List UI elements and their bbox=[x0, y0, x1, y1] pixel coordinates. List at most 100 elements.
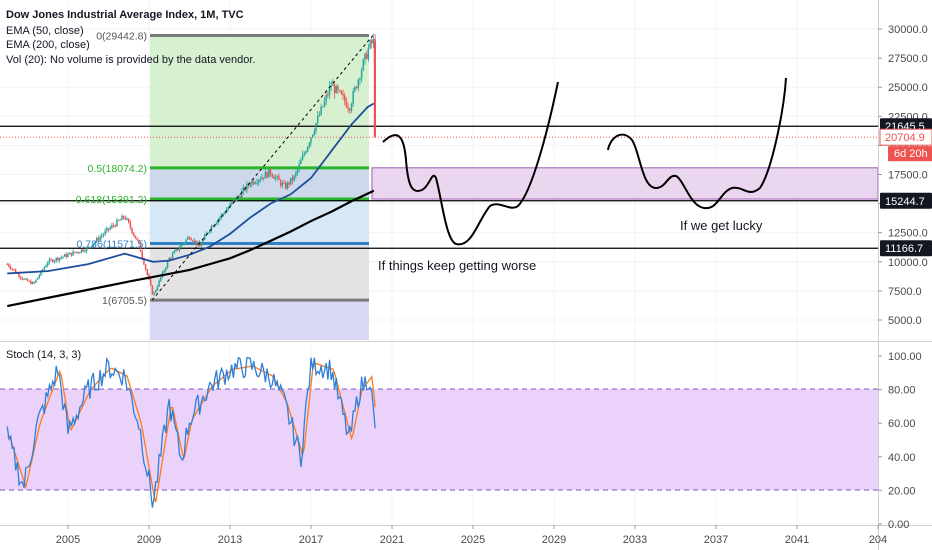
symbol-title[interactable]: Dow Jones Industrial Average Index, 1M, … bbox=[6, 9, 244, 21]
candle-body bbox=[57, 257, 59, 261]
candle-body bbox=[144, 264, 147, 270]
candle-body bbox=[239, 196, 241, 198]
volume-legend[interactable]: Vol (20): No volume is provided by the d… bbox=[6, 54, 255, 66]
candle-body bbox=[8, 264, 10, 267]
ema-50-line bbox=[7, 102, 375, 275]
stoch-band bbox=[0, 389, 878, 490]
candle-body bbox=[357, 79, 359, 89]
candle-body bbox=[33, 282, 35, 284]
time-tick-label: 2033 bbox=[623, 534, 647, 546]
candle-body bbox=[200, 244, 203, 247]
stoch-title[interactable]: Stoch (14, 3, 3) bbox=[6, 349, 81, 361]
time-tick-label: 204 bbox=[869, 534, 887, 546]
candle-body bbox=[350, 104, 353, 111]
candle-body bbox=[175, 249, 177, 252]
candle-body bbox=[141, 251, 143, 259]
candle-body bbox=[210, 226, 213, 231]
candle-body bbox=[354, 86, 356, 92]
candle-body bbox=[293, 175, 295, 181]
candle-body bbox=[290, 177, 292, 185]
price-tick-label: 12500.0 bbox=[888, 228, 928, 240]
candle-body bbox=[271, 174, 273, 177]
candle-body bbox=[9, 266, 12, 269]
candle-body bbox=[116, 219, 118, 227]
candle-body bbox=[87, 246, 89, 248]
candle-body bbox=[276, 176, 278, 178]
worse-annotation: If things keep getting worse bbox=[378, 258, 536, 273]
candle-body bbox=[344, 95, 346, 102]
scenario-band bbox=[371, 167, 879, 200]
candle-body bbox=[288, 182, 290, 185]
candle-body bbox=[365, 53, 368, 59]
candle-body bbox=[298, 163, 300, 170]
candle-body bbox=[180, 244, 182, 248]
candle-body bbox=[325, 94, 327, 101]
candle-body bbox=[249, 184, 251, 186]
candle-body bbox=[257, 180, 260, 183]
candle-body bbox=[13, 269, 15, 271]
candle-body bbox=[74, 251, 76, 253]
stoch-axis[interactable]: 100.00 80.00 60.00 40.00 20.00 0.00 bbox=[878, 351, 922, 531]
candle-body bbox=[234, 200, 236, 202]
candle-body bbox=[14, 269, 17, 273]
candle-body bbox=[129, 222, 132, 229]
candle-body bbox=[219, 217, 221, 220]
candle-body bbox=[328, 86, 331, 95]
fibonacci-retracement[interactable] bbox=[150, 33, 369, 340]
candle-body bbox=[20, 276, 22, 279]
candle-body bbox=[192, 240, 194, 242]
candle-body bbox=[313, 131, 316, 135]
candle-body bbox=[133, 233, 135, 236]
candle-body bbox=[48, 259, 51, 263]
fib-zone-0-05 bbox=[150, 35, 369, 168]
fib-label: 0.786(11571.5) bbox=[77, 239, 147, 251]
candle-body bbox=[95, 238, 98, 242]
candle-body bbox=[315, 123, 317, 132]
candle-body bbox=[124, 217, 127, 220]
candle-body bbox=[193, 240, 196, 242]
candle-body bbox=[252, 181, 255, 184]
candle-body bbox=[311, 134, 314, 138]
candle-body bbox=[156, 286, 159, 291]
candle-body bbox=[301, 155, 304, 161]
price-tick-label: 5000.0 bbox=[888, 315, 922, 327]
candle-body bbox=[261, 177, 263, 180]
candle-body bbox=[53, 260, 56, 263]
candle-body bbox=[97, 238, 100, 241]
ema200-legend[interactable]: EMA (200, close) bbox=[6, 39, 90, 51]
candle-body bbox=[359, 78, 361, 80]
candle-body bbox=[38, 275, 41, 278]
candle-body bbox=[92, 244, 95, 247]
candle-body bbox=[55, 257, 57, 261]
candle-body bbox=[236, 196, 238, 202]
candle-body bbox=[43, 267, 46, 270]
candle-body bbox=[89, 246, 91, 248]
candle-body bbox=[158, 280, 160, 287]
candle-body bbox=[185, 239, 187, 243]
candle-body bbox=[128, 218, 130, 223]
candle-body bbox=[241, 191, 243, 198]
candle-body bbox=[209, 230, 211, 233]
candle-body bbox=[25, 278, 27, 280]
candle-body bbox=[151, 285, 154, 295]
candle-body bbox=[85, 247, 88, 252]
horizontal-levels[interactable] bbox=[0, 125, 878, 249]
stoch-tick-label: 60.00 bbox=[888, 418, 916, 430]
level-tag: 15244.7 bbox=[885, 196, 925, 208]
candle-body bbox=[176, 249, 179, 251]
candle-body bbox=[203, 235, 206, 240]
ema50-legend[interactable]: EMA (50, close) bbox=[6, 25, 84, 37]
candle-body bbox=[6, 264, 8, 266]
candle-body bbox=[102, 234, 105, 236]
candle-body bbox=[117, 219, 120, 221]
candle-body bbox=[65, 254, 68, 257]
candle-body bbox=[45, 265, 47, 268]
candle-body bbox=[264, 172, 267, 179]
candle-body bbox=[305, 151, 307, 154]
time-axis[interactable]: 2005 2009 2013 2017 2021 2025 2029 2033 2037 2041… bbox=[56, 525, 887, 546]
candle-body bbox=[268, 169, 270, 178]
bar-timer-tag: 6d 20h bbox=[894, 148, 928, 160]
candle-body bbox=[67, 254, 69, 257]
candle-body bbox=[198, 242, 201, 247]
